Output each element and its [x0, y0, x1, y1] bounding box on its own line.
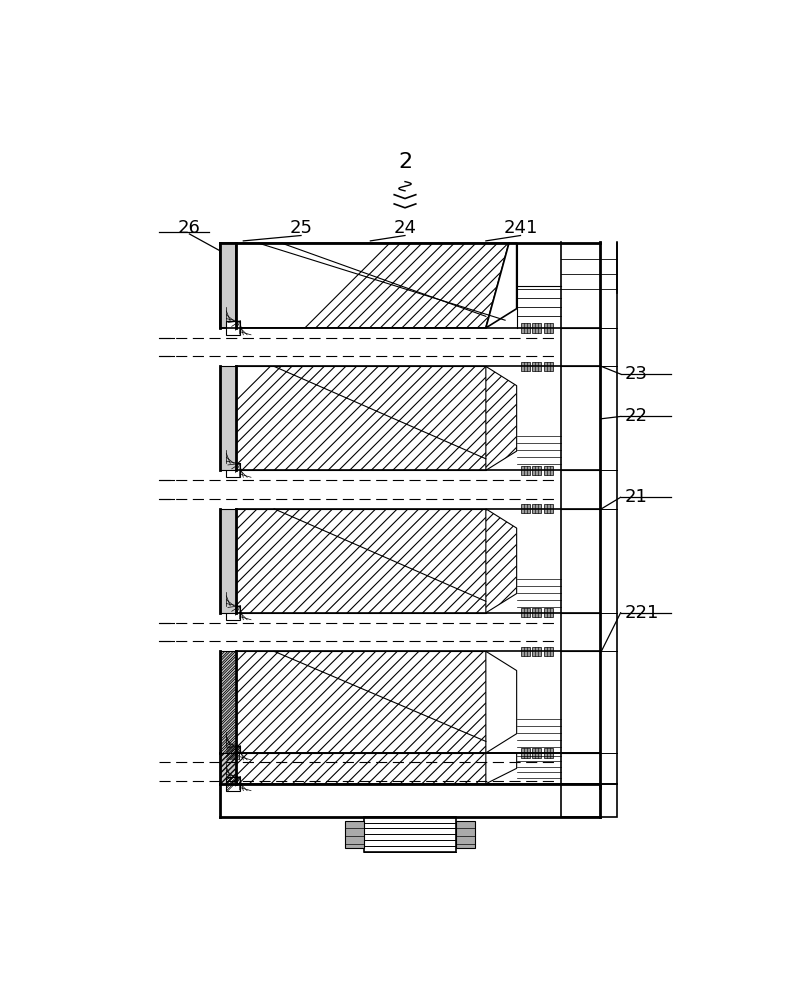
- Bar: [520, 362, 530, 371]
- Bar: [532, 466, 541, 475]
- Bar: [532, 323, 541, 333]
- Bar: [345, 821, 364, 848]
- Bar: [543, 466, 553, 475]
- Polygon shape: [486, 509, 517, 613]
- Bar: [532, 647, 541, 656]
- Bar: [532, 608, 541, 617]
- Bar: [520, 466, 530, 475]
- Text: 26: 26: [178, 219, 201, 237]
- Text: 2: 2: [398, 152, 412, 172]
- Bar: [226, 606, 240, 620]
- Polygon shape: [236, 243, 509, 328]
- Polygon shape: [220, 509, 236, 613]
- Polygon shape: [220, 366, 236, 470]
- Polygon shape: [486, 651, 517, 753]
- Bar: [543, 362, 553, 371]
- Bar: [226, 321, 240, 335]
- Bar: [532, 362, 541, 371]
- Bar: [520, 504, 530, 513]
- Polygon shape: [236, 509, 486, 613]
- Text: 23: 23: [624, 365, 648, 383]
- Bar: [226, 746, 240, 760]
- Text: 241: 241: [503, 219, 538, 237]
- Bar: [543, 504, 553, 513]
- Polygon shape: [486, 366, 517, 470]
- Bar: [226, 463, 240, 477]
- Text: 24: 24: [393, 219, 417, 237]
- Bar: [520, 323, 530, 333]
- Text: 221: 221: [624, 604, 659, 622]
- Polygon shape: [236, 651, 486, 753]
- Polygon shape: [220, 651, 236, 753]
- Bar: [562, 784, 617, 817]
- Bar: [532, 748, 541, 758]
- Polygon shape: [486, 243, 517, 328]
- Bar: [520, 608, 530, 617]
- Polygon shape: [236, 366, 486, 470]
- Bar: [364, 817, 456, 852]
- Bar: [226, 777, 240, 791]
- Bar: [543, 608, 553, 617]
- Text: 21: 21: [624, 488, 647, 506]
- Bar: [456, 821, 475, 848]
- Bar: [543, 748, 553, 758]
- Text: 25: 25: [290, 219, 312, 237]
- Bar: [543, 647, 553, 656]
- Text: 22: 22: [624, 407, 648, 425]
- Polygon shape: [486, 753, 517, 784]
- Bar: [543, 323, 553, 333]
- Polygon shape: [220, 753, 236, 784]
- Bar: [520, 647, 530, 656]
- Polygon shape: [236, 753, 486, 784]
- Bar: [520, 748, 530, 758]
- Polygon shape: [220, 243, 236, 328]
- Bar: [532, 504, 541, 513]
